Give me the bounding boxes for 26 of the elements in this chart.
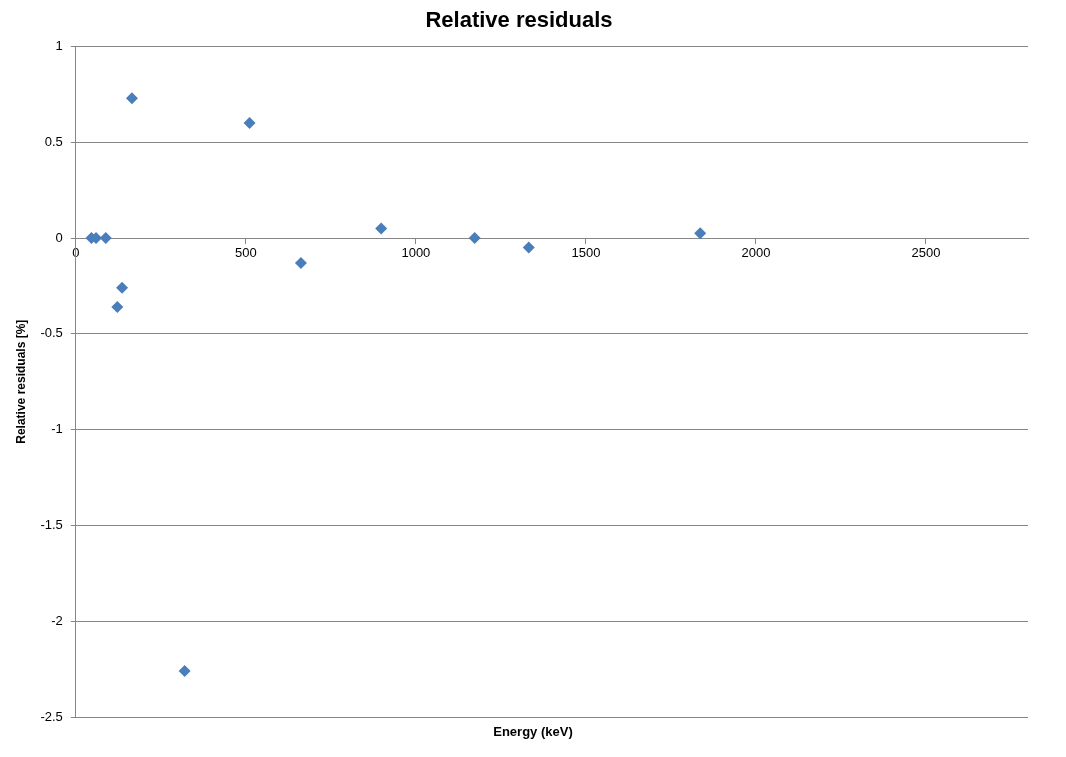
point [116, 281, 129, 294]
y-tick-label: 1 [55, 37, 63, 53]
x-tick-label: 1000 [401, 245, 431, 261]
x-tick-label: 2500 [911, 245, 941, 261]
y-axis-title: Relative residuals [%] [13, 319, 28, 444]
point [468, 232, 481, 244]
y-tick-label: -1.5 [40, 516, 63, 532]
y-tick-label: -2.5 [40, 708, 63, 724]
x-tick-label: 1500 [571, 245, 601, 261]
point [125, 92, 138, 105]
y-tick-label: -1 [51, 421, 63, 437]
y-tick-label: 0.5 [44, 133, 63, 149]
x-axis-title: Energy (keV) [492, 724, 574, 739]
y-tick-label: -0.5 [40, 325, 63, 341]
point [111, 300, 124, 313]
point [522, 241, 535, 254]
point [694, 227, 707, 240]
x-tick-label: 2000 [741, 245, 771, 261]
point [178, 665, 191, 678]
x-tick-label: 500 [234, 245, 257, 261]
point [375, 222, 388, 235]
point [243, 117, 256, 130]
chart-title: Relative residuals [425, 7, 613, 33]
y-tick-label: -2 [51, 612, 63, 628]
point [294, 256, 307, 269]
y-tick-label: 0 [55, 229, 63, 245]
